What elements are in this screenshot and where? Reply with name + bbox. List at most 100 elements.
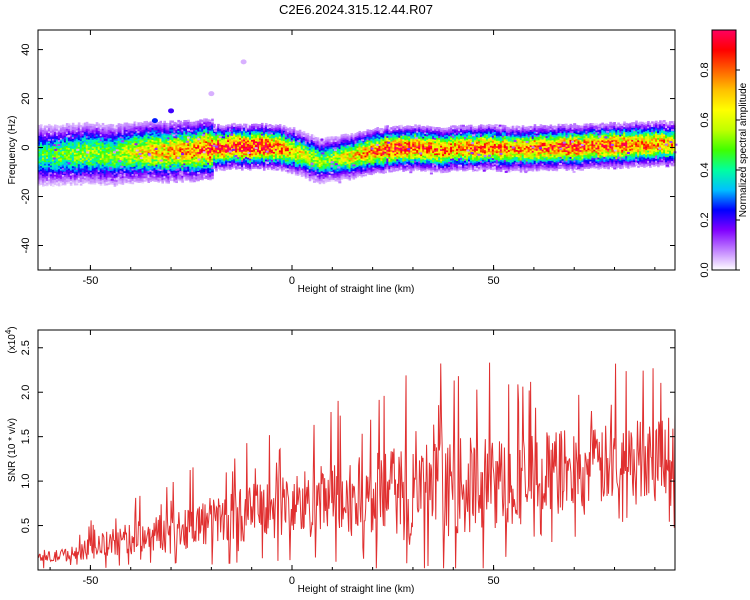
spectrogram-cell	[229, 134, 232, 138]
spectrogram-cell	[320, 168, 324, 172]
spectrogram-cell	[229, 155, 232, 158]
spectrogram-cell	[107, 158, 111, 161]
spectrogram-cell	[262, 129, 266, 132]
spectrogram-cell	[239, 140, 242, 144]
spectrogram-cell	[286, 160, 290, 164]
spectrogram-cell	[145, 127, 149, 131]
spectrogram-cell	[344, 161, 348, 164]
spectrogram-cell	[175, 158, 178, 161]
spectrogram-cell	[342, 149, 346, 152]
spectrogram-cell	[344, 174, 348, 178]
spectrogram-cell	[71, 162, 75, 165]
spectrogram-cell	[115, 157, 119, 160]
spectrogram-cell	[330, 177, 334, 180]
spectrogram-cell	[43, 182, 47, 185]
spectrogram-cell	[205, 161, 208, 164]
spectrogram-cell	[47, 149, 51, 152]
spectrogram-cell	[181, 149, 184, 152]
spectrogram-cell	[45, 153, 49, 156]
spectrogram-cell	[330, 162, 334, 165]
spectrogram-cell	[320, 155, 324, 158]
spectrogram-cell	[314, 174, 318, 178]
spectrogram-cell	[91, 178, 95, 181]
spectrogram-cell	[344, 138, 348, 142]
spectrogram-cell	[45, 180, 49, 183]
spectrogram-cell	[338, 174, 342, 177]
spectrogram-cell	[340, 136, 344, 139]
spectrogram-cell	[342, 139, 346, 142]
spectrogram-cell	[189, 161, 192, 164]
spectrogram-cell	[256, 125, 260, 129]
spectrogram-cell	[91, 158, 95, 161]
spectrogram-cell	[107, 134, 111, 137]
spectrogram-cell	[286, 171, 290, 174]
spectrogram-cell	[38, 143, 41, 147]
spectrogram-cell	[151, 165, 155, 168]
spectrogram-cell	[243, 157, 246, 161]
spectrogram-cell	[272, 125, 276, 128]
spectrogram-cell	[185, 123, 188, 126]
spectrogram-cell	[219, 159, 222, 162]
spectrogram-cell	[151, 144, 155, 147]
spectrogram-cell	[237, 153, 240, 156]
spectrogram-cell	[73, 143, 77, 147]
spectrogram-cell	[254, 127, 258, 130]
spectrogram-cell	[346, 170, 350, 173]
spectrogram-cell	[109, 149, 113, 152]
spectrogram-cell	[306, 151, 310, 155]
spectrogram-cell	[99, 169, 103, 172]
spectrogram-cell	[344, 154, 348, 157]
spectrogram-cell	[249, 130, 252, 133]
spectrogram-cell	[93, 182, 97, 186]
spectrogram-cell	[197, 125, 200, 129]
spectrogram-cell	[47, 144, 51, 147]
spectrogram-cell	[221, 149, 224, 152]
spectrogram-cell	[199, 165, 202, 168]
spectrogram-cell	[171, 168, 174, 171]
spectrogram-cell	[276, 150, 280, 154]
spectrogram-cell	[310, 159, 314, 163]
spectrogram-cell	[187, 177, 190, 181]
spectrogram-cell	[183, 133, 186, 137]
spectrogram-cell	[348, 142, 352, 145]
spectrogram-cell	[241, 142, 244, 145]
spectrogram-cell	[350, 134, 354, 138]
spectrogram-cell	[262, 135, 266, 139]
spectrogram-cell	[233, 165, 236, 169]
spectrogram-cell	[71, 175, 75, 179]
spectrogram-cell	[243, 154, 246, 157]
spectrogram-cell	[107, 127, 111, 130]
spectrogram-cell	[237, 159, 240, 163]
spectrogram-cell	[348, 147, 352, 150]
spectrogram-cell	[149, 172, 153, 176]
spectrogram-cell	[141, 131, 145, 134]
spectrogram-cell	[199, 148, 202, 151]
spectrogram-cell	[241, 154, 244, 157]
spectrogram-cell	[133, 152, 137, 155]
spectrogram-cell	[270, 166, 274, 169]
spectrogram-cell	[143, 167, 147, 170]
spectrogram-cell	[342, 156, 346, 159]
spectrogram-cell	[111, 127, 115, 130]
spectrogram-cell	[243, 150, 246, 154]
spectrogram-cell	[51, 146, 55, 150]
spectrogram-cell	[203, 135, 206, 138]
spectrogram-cell	[67, 131, 71, 135]
spectrogram-cell	[135, 121, 139, 125]
spectrogram-cell	[300, 147, 304, 150]
spectrogram-cell	[143, 165, 147, 169]
spectrogram-cell	[292, 156, 296, 159]
spectrogram-cell	[225, 133, 228, 136]
spectrogram-cell	[69, 178, 73, 181]
spectrogram-cell	[43, 125, 47, 128]
spectrogram-cell	[111, 173, 115, 177]
spectrogram-cell	[225, 162, 228, 165]
spectrogram-cell	[201, 177, 204, 181]
spectrogram-cell	[270, 150, 274, 154]
spectrogram-cell	[121, 177, 125, 180]
spectrogram-cell	[241, 137, 244, 140]
spectrogram-cell	[139, 178, 143, 182]
spectrogram-cell	[59, 128, 63, 132]
spectrogram-cell	[310, 151, 314, 154]
spectrogram-cell	[51, 145, 55, 148]
